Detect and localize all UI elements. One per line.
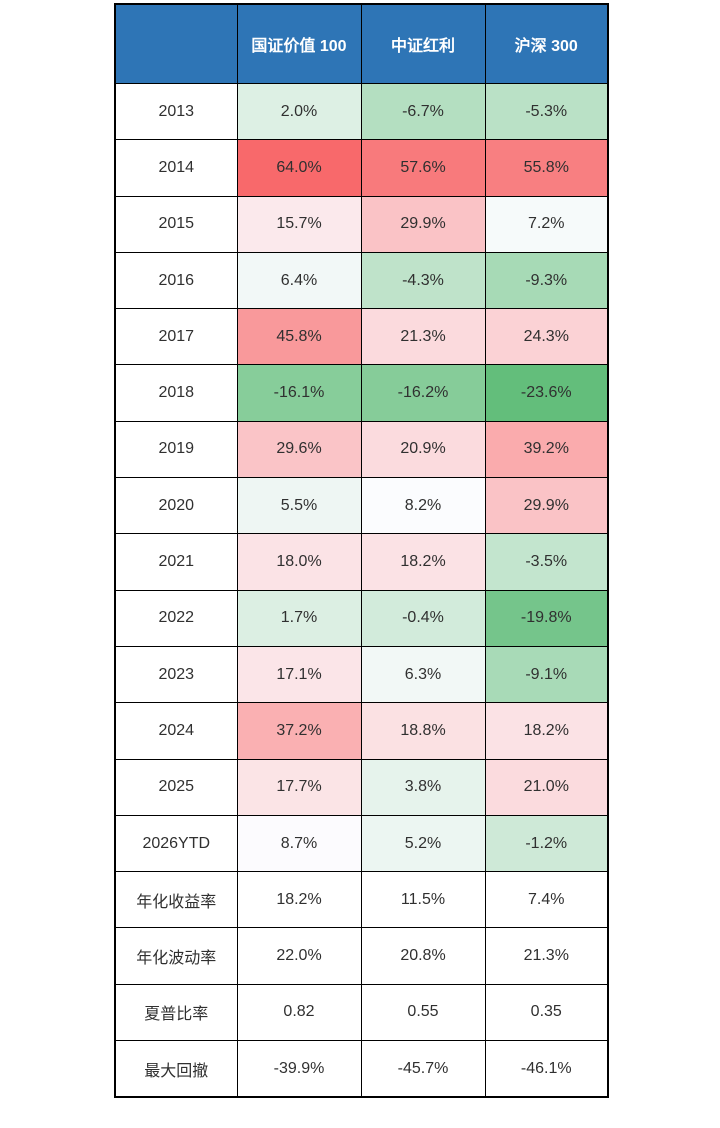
table-cell: 18.2%: [360, 533, 486, 591]
table-cell: 11.5%: [360, 871, 486, 929]
table-cell: 18.2%: [484, 702, 609, 760]
table-cell: 55.8%: [484, 139, 609, 197]
table-cell: -45.7%: [360, 1040, 486, 1098]
row-label: 年化收益率: [114, 871, 238, 929]
index-returns-table: 国证价值 100 中证红利 沪深 300 2013 2.0% -6.7% -5.3% 201…: [114, 3, 609, 1099]
table-body: 2013 2.0% -6.7% -5.3% 2014 64.0% 57.6% 55.8% 201…: [114, 82, 609, 1098]
table-cell: 21.3%: [484, 927, 609, 985]
row-label: 最大回撤: [114, 1040, 238, 1098]
table-row: 2018 -16.1% -16.2% -23.6%: [114, 364, 609, 422]
row-label: 夏普比率: [114, 983, 238, 1042]
table-row: 2023 17.1% 6.3% -9.1%: [114, 645, 609, 704]
table-cell: 15.7%: [236, 195, 362, 253]
table-row: 2013 2.0% -6.7% -5.3%: [114, 82, 609, 141]
table-cell: 7.4%: [484, 871, 609, 929]
table-cell: 64.0%: [236, 139, 362, 197]
table-cell: 37.2%: [236, 702, 362, 760]
table-cell: 22.0%: [236, 927, 362, 985]
table-row: 2025 17.7% 3.8% 21.0%: [114, 758, 609, 816]
table-cell: 18.8%: [360, 702, 486, 760]
row-label: 2024: [114, 702, 238, 760]
row-label: 2015: [114, 195, 238, 253]
table-row: 2014 64.0% 57.6% 55.8%: [114, 139, 609, 197]
row-label: 2020: [114, 477, 238, 535]
table-cell: 24.3%: [484, 308, 609, 366]
table-cell: 3.8%: [360, 758, 486, 816]
table-row: 2024 37.2% 18.8% 18.2%: [114, 702, 609, 760]
table-cell: 5.5%: [236, 477, 362, 535]
row-label: 2021: [114, 533, 238, 591]
table-cell: 20.9%: [360, 420, 486, 479]
table-cell: 29.9%: [484, 477, 609, 535]
table-cell: 29.9%: [360, 195, 486, 253]
row-label: 2026YTD: [114, 814, 238, 873]
table-cell: -16.1%: [236, 364, 362, 422]
table-cell: -23.6%: [484, 364, 609, 422]
table-cell: -19.8%: [484, 589, 609, 647]
table-cell: 7.2%: [484, 195, 609, 253]
column-header-3: 沪深 300: [484, 3, 609, 84]
row-label: 2017: [114, 308, 238, 366]
row-label: 2019: [114, 420, 238, 479]
table-cell: 18.2%: [236, 871, 362, 929]
table-cell: 0.82: [236, 983, 362, 1042]
row-label: 2016: [114, 251, 238, 310]
table-row: 2026YTD 8.7% 5.2% -1.2%: [114, 814, 609, 873]
table-cell: -0.4%: [360, 589, 486, 647]
table-row: 2015 15.7% 29.9% 7.2%: [114, 195, 609, 253]
table-row: 2021 18.0% 18.2% -3.5%: [114, 533, 609, 591]
table-cell: -16.2%: [360, 364, 486, 422]
table-row: 2017 45.8% 21.3% 24.3%: [114, 308, 609, 366]
table-cell: 5.2%: [360, 814, 486, 873]
table-cell: -4.3%: [360, 251, 486, 310]
table-header: 国证价值 100 中证红利 沪深 300: [114, 3, 609, 84]
table-cell: 6.3%: [360, 645, 486, 704]
corner-cell: [114, 3, 238, 84]
table-cell: 21.3%: [360, 308, 486, 366]
table-row: 2016 6.4% -4.3% -9.3%: [114, 251, 609, 310]
table-row: 2020 5.5% 8.2% 29.9%: [114, 477, 609, 535]
row-label: 2014: [114, 139, 238, 197]
table-row: 最大回撤 -39.9% -45.7% -46.1%: [114, 1040, 609, 1098]
table-cell: -6.7%: [360, 82, 486, 141]
row-label: 2013: [114, 82, 238, 141]
table-cell: 29.6%: [236, 420, 362, 479]
table-cell: 2.0%: [236, 82, 362, 141]
column-header-1: 国证价值 100: [236, 3, 362, 84]
table-cell: 17.7%: [236, 758, 362, 816]
column-header-2: 中证红利: [360, 3, 486, 84]
table-cell: -9.3%: [484, 251, 609, 310]
table-cell: 1.7%: [236, 589, 362, 647]
table-cell: -1.2%: [484, 814, 609, 873]
returns-table-page: 国证价值 100 中证红利 沪深 300 2013 2.0% -6.7% -5.3% 201…: [0, 3, 720, 1099]
row-label: 2018: [114, 364, 238, 422]
table-row: 2019 29.6% 20.9% 39.2%: [114, 420, 609, 479]
table-row: 2022 1.7% -0.4% -19.8%: [114, 589, 609, 647]
table-cell: 8.2%: [360, 477, 486, 535]
table-row: 年化收益率 18.2% 11.5% 7.4%: [114, 871, 609, 929]
table-cell: 17.1%: [236, 645, 362, 704]
row-label: 年化波动率: [114, 927, 238, 985]
row-label: 2022: [114, 589, 238, 647]
row-label: 2023: [114, 645, 238, 704]
table-cell: 0.35: [484, 983, 609, 1042]
table-cell: -5.3%: [484, 82, 609, 141]
table-cell: 8.7%: [236, 814, 362, 873]
table-cell: 0.55: [360, 983, 486, 1042]
table-cell: -46.1%: [484, 1040, 609, 1098]
table-cell: 21.0%: [484, 758, 609, 816]
table-cell: 57.6%: [360, 139, 486, 197]
table-cell: -39.9%: [236, 1040, 362, 1098]
table-cell: 18.0%: [236, 533, 362, 591]
table-row: 夏普比率 0.82 0.55 0.35: [114, 983, 609, 1042]
header-row: 国证价值 100 中证红利 沪深 300: [114, 3, 609, 84]
table-cell: 45.8%: [236, 308, 362, 366]
table-cell: 6.4%: [236, 251, 362, 310]
table-row: 年化波动率 22.0% 20.8% 21.3%: [114, 927, 609, 985]
row-label: 2025: [114, 758, 238, 816]
table-cell: 39.2%: [484, 420, 609, 479]
table-cell: -3.5%: [484, 533, 609, 591]
table-cell: -9.1%: [484, 645, 609, 704]
table-cell: 20.8%: [360, 927, 486, 985]
